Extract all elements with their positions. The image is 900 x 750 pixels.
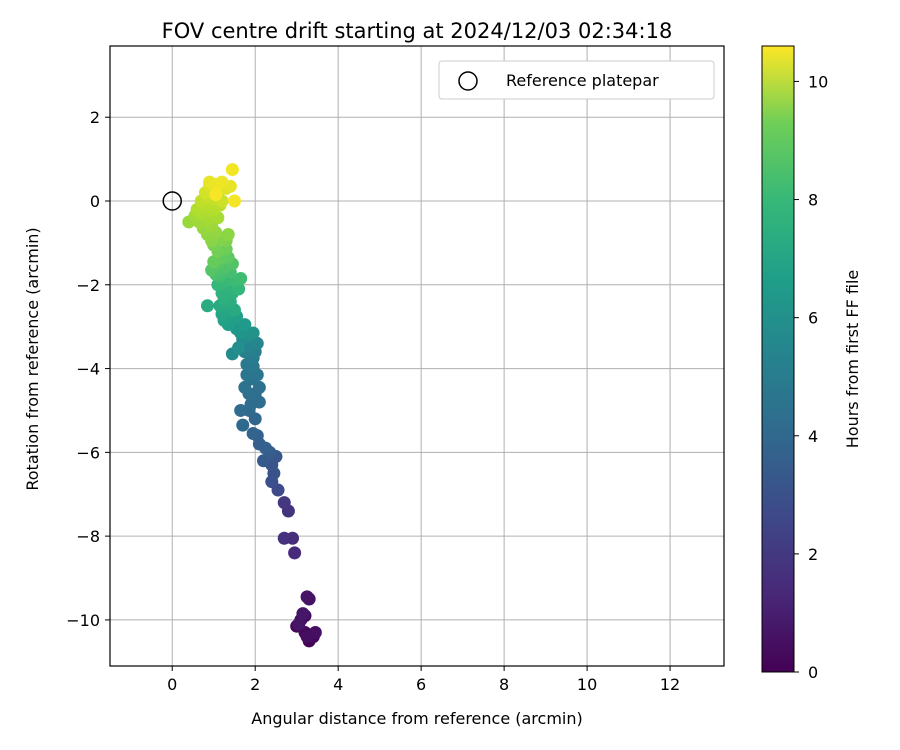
colorbar: 0 2 4 6 8 10 Hours from first FF file — [761, 45, 862, 682]
legend-label: Reference platepar — [506, 71, 659, 90]
data-points — [182, 163, 322, 648]
data-point — [227, 194, 241, 208]
data-point — [252, 380, 266, 394]
y-tick-label: −2 — [76, 276, 100, 295]
data-point — [207, 255, 221, 269]
legend-open-circle-icon — [458, 71, 478, 91]
data-point — [234, 272, 248, 285]
data-point — [308, 625, 322, 639]
y-tick-label: 2 — [90, 108, 100, 127]
grid-lines — [110, 46, 724, 666]
x-tick-label: 6 — [416, 675, 426, 694]
data-point — [292, 617, 306, 631]
data-point — [209, 188, 223, 202]
y-axis-label: Rotation from reference (arcmin) — [23, 227, 42, 490]
data-point — [300, 590, 314, 604]
colorbar-label: Hours from first FF file — [843, 270, 862, 449]
colorbar-ticks: 0 2 4 6 8 10 — [794, 72, 828, 682]
colorbar-tick-label: 0 — [808, 663, 818, 682]
data-point — [246, 326, 260, 340]
colorbar-tick-label: 6 — [808, 309, 818, 328]
x-tick-label: 0 — [167, 675, 177, 694]
data-point — [234, 403, 248, 417]
data-point — [236, 418, 250, 432]
y-axis-ticks: 2 0 −2 −4 −6 −8 −10 — [66, 108, 110, 630]
data-point — [277, 496, 291, 510]
colorbar-tick-label: 4 — [808, 427, 818, 446]
legend-box — [438, 60, 715, 100]
x-tick-label: 12 — [660, 675, 680, 694]
legend: Reference platepar — [438, 60, 715, 100]
data-point — [259, 441, 273, 455]
data-point — [211, 177, 225, 191]
colorbar-tick-label: 10 — [808, 72, 828, 91]
x-axis-label: Angular distance from reference (arcmin) — [251, 709, 582, 728]
x-tick-label: 8 — [499, 675, 509, 694]
colorbar-tick-label: 8 — [808, 191, 818, 210]
reference-platepar-marker — [162, 191, 182, 211]
x-tick-label: 10 — [577, 675, 597, 694]
x-tick-label: 2 — [250, 675, 260, 694]
y-tick-label: −4 — [76, 360, 100, 379]
colorbar-gradient — [761, 45, 795, 673]
y-tick-label: −6 — [76, 443, 100, 462]
data-point — [200, 299, 214, 313]
y-tick-label: 0 — [90, 192, 100, 211]
data-point — [225, 163, 239, 177]
data-point — [277, 531, 291, 545]
data-point — [238, 318, 252, 332]
x-tick-label: 4 — [333, 675, 343, 694]
data-point — [232, 341, 246, 355]
plot-area — [110, 46, 724, 666]
y-tick-label: −10 — [66, 611, 100, 630]
data-point — [250, 336, 264, 350]
data-point — [246, 427, 260, 440]
colorbar-tick-label: 2 — [808, 545, 818, 564]
data-point — [296, 607, 310, 621]
x-axis-ticks: 0 2 4 6 8 10 12 — [167, 666, 680, 694]
plot-frame — [109, 45, 725, 667]
chart-title: FOV centre drift starting at 2024/12/03 … — [162, 19, 673, 43]
data-point — [288, 546, 302, 560]
y-tick-label: −8 — [76, 527, 100, 546]
data-point — [221, 228, 235, 242]
